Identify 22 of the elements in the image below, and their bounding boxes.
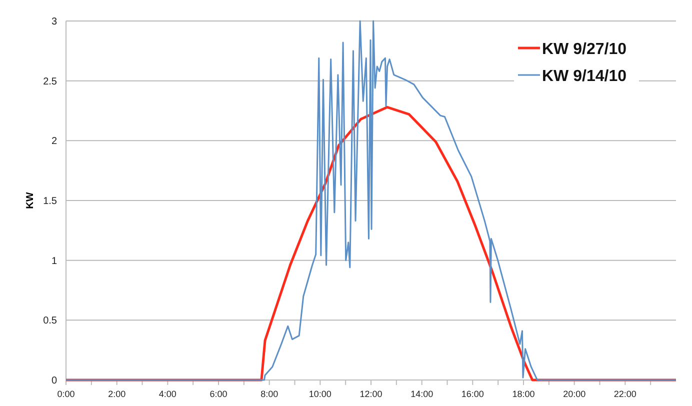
x-tick-label: 16:00 [461, 389, 484, 399]
legend-label: KW 9/14/10 [542, 68, 627, 85]
x-tick-label: 8:00 [260, 389, 278, 399]
x-tick-label: 2:00 [108, 389, 126, 399]
legend-label: KW 9/27/10 [542, 41, 627, 58]
x-tick-label: 20:00 [563, 389, 586, 399]
y-tick-label: 1.5 [43, 196, 58, 207]
x-tick-label: 4:00 [158, 389, 176, 399]
x-tick-label: 12:00 [360, 389, 382, 399]
x-tick-label: 0:00 [57, 389, 75, 399]
x-tick-label: 10:00 [308, 389, 332, 399]
y-tick-label: 0 [51, 376, 58, 386]
y-tick-label: 2.5 [43, 76, 58, 88]
x-tick-label: 18:00 [512, 389, 535, 399]
y-axis-title: KW [25, 192, 36, 209]
y-tick-label: 0.5 [43, 316, 58, 327]
x-tick-label: 22:00 [614, 389, 636, 399]
y-tick-label: 3 [51, 16, 58, 28]
y-tick-label: 2 [51, 136, 58, 148]
x-tick-label: 6:00 [210, 389, 228, 399]
y-tick-label: 1 [51, 256, 58, 267]
x-tick-label: 14:00 [410, 389, 434, 399]
